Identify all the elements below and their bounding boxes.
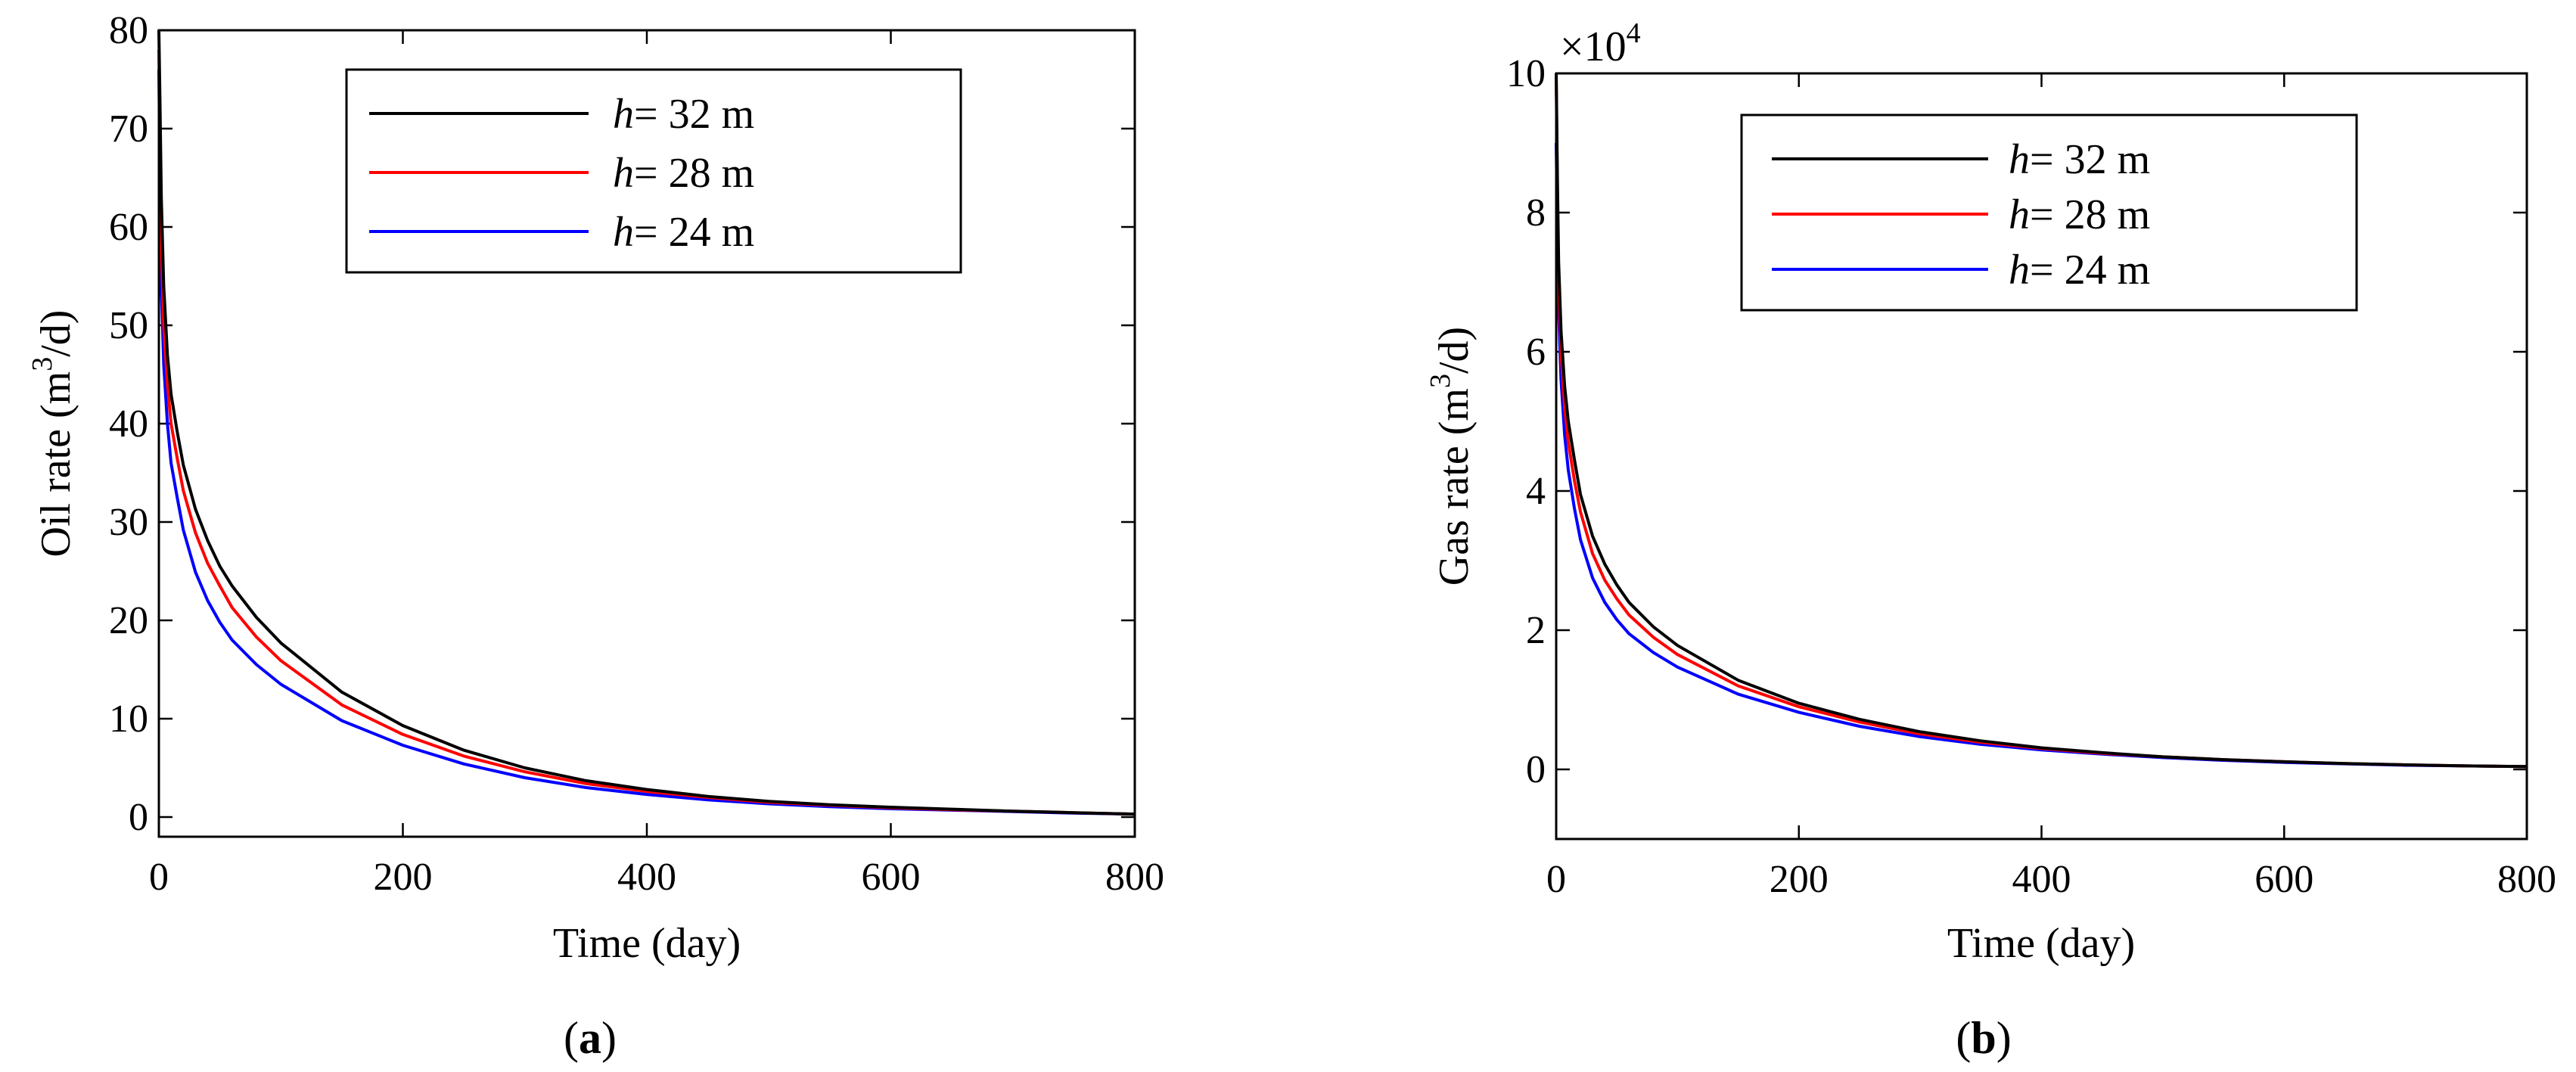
panel-a-x-tick-label: 400 [617,856,676,899]
panel-a-series-line-32m [157,30,1136,816]
panel-b-y-tick-label: 8 [1526,191,1546,235]
panel-a-legend-entry: h= 32 m [613,91,754,138]
panel-b-x-tick-label: 600 [2254,858,2313,901]
panel-b-y-tick-label: 0 [1526,748,1546,791]
panel-a-legend-box [345,68,962,274]
panel-b-legend-entry: h= 32 m [2009,136,2150,183]
panel-b-legend-box [1740,113,2358,312]
panel-b-y-tick-label: 4 [1526,470,1546,513]
panel-a-legend-entry: h= 24 m [613,209,754,256]
panel-a-x-tick-label: 0 [149,856,169,899]
panel-b-y-tick-label: 2 [1526,609,1546,652]
panel-a-x-tick-label: 200 [374,856,433,899]
panel-a-x-tick-label: 800 [1105,856,1164,899]
panel-b-series [1555,73,2528,769]
panel-b-legend-entry: h= 24 m [2009,247,2150,294]
panel-b-gas-rate-chart: 0 2 4 6 8 10 0 200 400 600 800 ×104 Time (day) Ga… [1425,17,2556,1063]
panel-a-y-tick-label: 60 [109,206,148,249]
panel-b-legend: h= 32 m h= 28 m h= 24 m [1740,113,2358,312]
panel-b-y-axis-multiplier: ×104 [1560,17,1641,70]
panel-b-caption: (b) [1956,1013,2011,1063]
panel-a-caption: (a) [564,1013,617,1063]
panel-b-series-line-32m [1555,73,2528,769]
panel-b-x-ticks: 0 200 400 600 800 [1546,73,2556,901]
panel-b-y-tick-label: 6 [1526,331,1546,374]
panel-a-y-tick-label: 50 [109,304,148,347]
panel-b-plot-frame [1555,72,2528,841]
panel-a-y-tick-label: 70 [109,107,148,151]
panel-a-x-ticks: 0 200 400 600 800 [149,30,1164,899]
panel-a-y-tick-label: 40 [109,402,148,446]
panel-b-x-tick-label: 400 [2012,858,2071,901]
panel-b-x-tick-label: 0 [1546,858,1566,901]
panel-a-oil-rate-chart: 0 10 20 30 40 50 60 70 80 0 200 400 600 800 Time (da… [26,9,1164,1063]
panel-b-y-axis-label: Gas rate (m3/d) [1425,327,1478,586]
panel-a-y-tick-label: 10 [109,698,148,741]
panel-a-y-tick-label: 0 [129,796,148,839]
panel-a-series [157,30,1136,816]
panel-a-x-axis-label: Time (day) [553,920,741,967]
panel-a-y-ticks: 0 10 20 30 40 50 60 70 80 [109,9,1135,839]
panel-a-legend: h= 32 m h= 28 m h= 24 m [345,68,962,274]
panel-b-x-tick-label: 200 [1770,858,1829,901]
panel-a-plot-frame [157,29,1136,838]
panel-a-legend-entry: h= 28 m [613,150,754,197]
panel-a-y-tick-label: 20 [109,599,148,642]
panel-b-x-axis-label: Time (day) [1947,920,2135,967]
panel-a-y-tick-label: 30 [109,501,148,544]
panel-b-x-tick-label: 800 [2497,858,2556,901]
panel-b-legend-entry: h= 28 m [2009,191,2150,238]
panel-a-x-tick-label: 600 [862,856,921,899]
panel-a-y-tick-label: 80 [109,9,148,52]
panel-a-y-axis-label: Oil rate (m3/d) [26,310,79,558]
panel-b-y-tick-label: 10 [1506,52,1546,95]
